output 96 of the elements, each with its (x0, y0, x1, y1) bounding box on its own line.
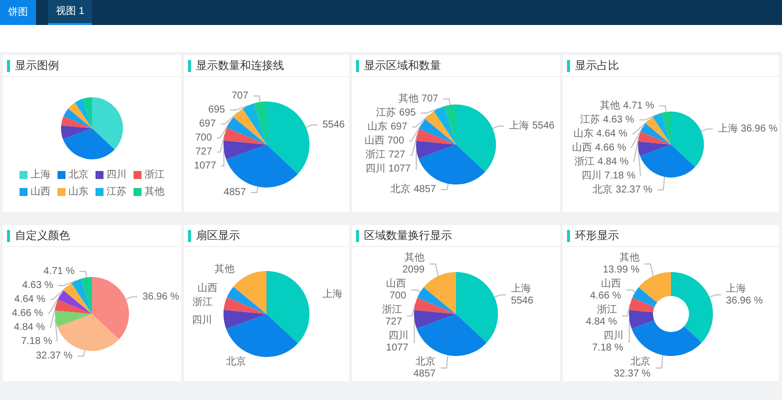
data-label: 7.18 % (604, 170, 636, 182)
slice-label: 江苏 (376, 106, 396, 119)
slice-label: 上海 (726, 282, 746, 294)
text: 饼图 (0, 0, 36, 25)
data-label: 1077 (194, 160, 217, 172)
chart-title: 显示图例 (7, 60, 59, 72)
data-label: 32.37 % (614, 368, 651, 380)
data-label: 32.37 % (36, 350, 73, 362)
slice-label: 四川 (388, 330, 408, 342)
legend-label: 山东 (68, 186, 88, 198)
slice-label: 四川 (581, 169, 602, 182)
data-label: 4857 (224, 187, 246, 198)
slice-label: 北京 (226, 356, 246, 368)
data-label: 7.18 % (592, 342, 624, 354)
data-label: 4.84 % (14, 322, 46, 333)
slice-label: 江苏 (580, 113, 600, 126)
slice-label: 北京 (592, 183, 613, 196)
slice-label: 其他 (600, 99, 620, 112)
data-label: 4.71 % (44, 266, 75, 277)
data-label: 4.66 % (590, 290, 622, 302)
data-label: 4857 (413, 368, 436, 380)
data-label: 700 (195, 132, 212, 144)
slice-label: 山西 (198, 282, 218, 294)
chart-title: 显示区域和数量 (356, 60, 441, 72)
chart-title: 区域数量换行显示 (356, 230, 452, 242)
slice-label: 浙江 (597, 304, 618, 316)
data-label: 32.37 % (616, 184, 652, 196)
slice-label: 浙江 (365, 148, 386, 161)
legend-label: 四川 (106, 168, 126, 180)
data-label: 13.99 % (602, 264, 640, 276)
data-label: 707 (422, 94, 439, 105)
chart-title: 显示占比 (567, 60, 619, 72)
slice-label: 上海 (509, 120, 530, 132)
chart-title: 扇区显示 (188, 230, 240, 242)
data-label: 4.63 % (603, 114, 634, 126)
slice-label: 其他 (398, 92, 419, 105)
legend-label: 山西 (30, 186, 50, 198)
slice-label: 四川 (365, 162, 386, 175)
slice-label: 山西 (386, 278, 406, 290)
data-label: 4.64 % (596, 128, 628, 140)
data-label: 7.18 % (21, 336, 52, 347)
data-label: 5546 (511, 295, 534, 306)
data-label: 4.84 % (598, 156, 629, 168)
data-label: 727 (388, 150, 406, 161)
legend-label: 浙江 (144, 168, 164, 180)
data-label: 700 (389, 290, 407, 302)
legend-label: 上海 (30, 168, 50, 180)
slice-label: 浙江 (382, 304, 402, 316)
data-label: 727 (385, 316, 402, 328)
slice-label: 其他 (404, 252, 425, 264)
data-label: 4.63 % (22, 280, 54, 291)
data-label: 5546 (322, 119, 346, 130)
data-label: 1077 (386, 342, 409, 354)
data-label: 697 (199, 118, 216, 130)
data-label: 700 (387, 136, 405, 147)
data-label: 2099 (402, 264, 426, 276)
slice-label: 四川 (603, 330, 624, 342)
slice-label: 北京 (416, 356, 436, 368)
slice-label: 上海 (511, 282, 532, 294)
data-label: 4.71 % (623, 100, 654, 112)
data-label: 4.66 % (12, 308, 44, 319)
slice-label: 北京 (390, 183, 411, 196)
slice-label: 北京 (630, 356, 651, 368)
chart-title: 环形显示 (567, 230, 619, 242)
slice-label: 四川 (192, 314, 212, 326)
data-label: 5546 (532, 120, 555, 132)
slice-label: 浙江 (192, 296, 213, 308)
slice-label: 山西 (572, 141, 592, 154)
legend-label: 其他 (144, 186, 164, 198)
chart-title: 自定义颜色 (7, 230, 70, 242)
data-label: 36.96 % (142, 291, 180, 302)
data-label: 4857 (414, 184, 436, 196)
slice-label: 上海 (718, 122, 738, 134)
slice-label: 山东 (368, 120, 388, 133)
slice-label: 山东 (573, 127, 594, 140)
slice-label: 山西 (601, 278, 622, 290)
slice-label: 其他 (214, 263, 235, 276)
data-label: 707 (232, 90, 249, 102)
text: 视图 1 (48, 0, 92, 25)
legend-label: 北京 (68, 168, 88, 180)
slice-label: 浙江 (574, 155, 595, 168)
data-label: 695 (399, 108, 416, 119)
data-label: 36.96 % (726, 295, 763, 306)
data-label: 4.66 % (594, 142, 626, 154)
data-label: 695 (208, 104, 226, 116)
data-label: 4.84 % (586, 316, 618, 328)
data-label: 727 (195, 146, 212, 158)
slice-label: 上海 (322, 288, 342, 300)
slice-label: 其他 (620, 252, 640, 264)
data-label: 4.64 % (14, 294, 46, 305)
data-label: 1077 (388, 164, 412, 175)
data-label: 36.96 % (740, 123, 778, 134)
legend-label: 江苏 (106, 186, 126, 198)
chart-title: 显示数量和连接线 (188, 60, 284, 72)
data-label: 697 (390, 122, 408, 133)
slice-label: 山西 (364, 134, 384, 147)
